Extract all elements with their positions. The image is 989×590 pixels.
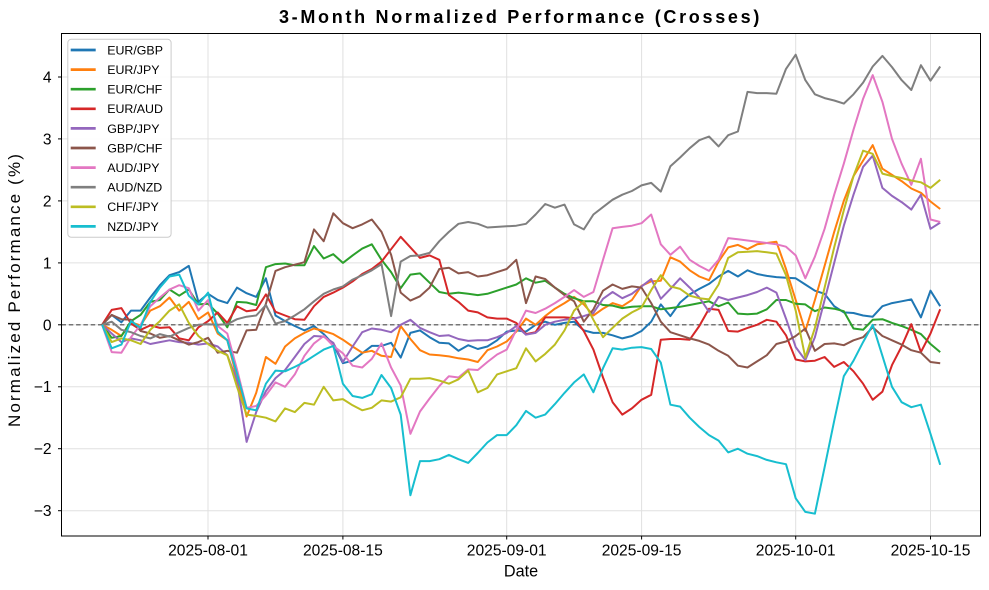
svg-text:CHF/JPY: CHF/JPY [107,200,159,214]
svg-text:EUR/CHF: EUR/CHF [107,83,162,97]
svg-text:3-Month Normalized Performance: 3-Month Normalized Performance (Crosses) [279,7,762,27]
svg-text:2: 2 [43,193,52,210]
svg-text:AUD/NZD: AUD/NZD [107,181,162,195]
svg-text:GBP/JPY: GBP/JPY [107,122,159,136]
svg-text:1: 1 [43,255,52,272]
svg-text:−2: −2 [34,441,52,458]
svg-text:GBP/CHF: GBP/CHF [107,141,163,155]
svg-text:3: 3 [43,131,52,148]
svg-text:2025-08-01: 2025-08-01 [168,543,248,560]
svg-text:EUR/GBP: EUR/GBP [107,43,163,57]
svg-text:−1: −1 [34,379,52,396]
svg-text:NZD/JPY: NZD/JPY [107,220,159,234]
svg-text:Date: Date [504,563,538,581]
svg-text:Normalized Performance (%): Normalized Performance (%) [5,152,24,427]
svg-text:EUR/AUD: EUR/AUD [107,102,163,116]
svg-text:2025-09-01: 2025-09-01 [467,543,547,560]
svg-text:EUR/JPY: EUR/JPY [107,63,159,77]
svg-text:0: 0 [43,317,52,334]
svg-text:2025-08-15: 2025-08-15 [303,543,383,560]
svg-text:4: 4 [43,70,52,87]
svg-text:2025-09-15: 2025-09-15 [602,543,682,560]
svg-text:2025-10-15: 2025-10-15 [891,543,971,560]
svg-text:AUD/JPY: AUD/JPY [107,161,159,175]
svg-text:2025-10-01: 2025-10-01 [756,543,836,560]
svg-text:−3: −3 [34,503,52,520]
